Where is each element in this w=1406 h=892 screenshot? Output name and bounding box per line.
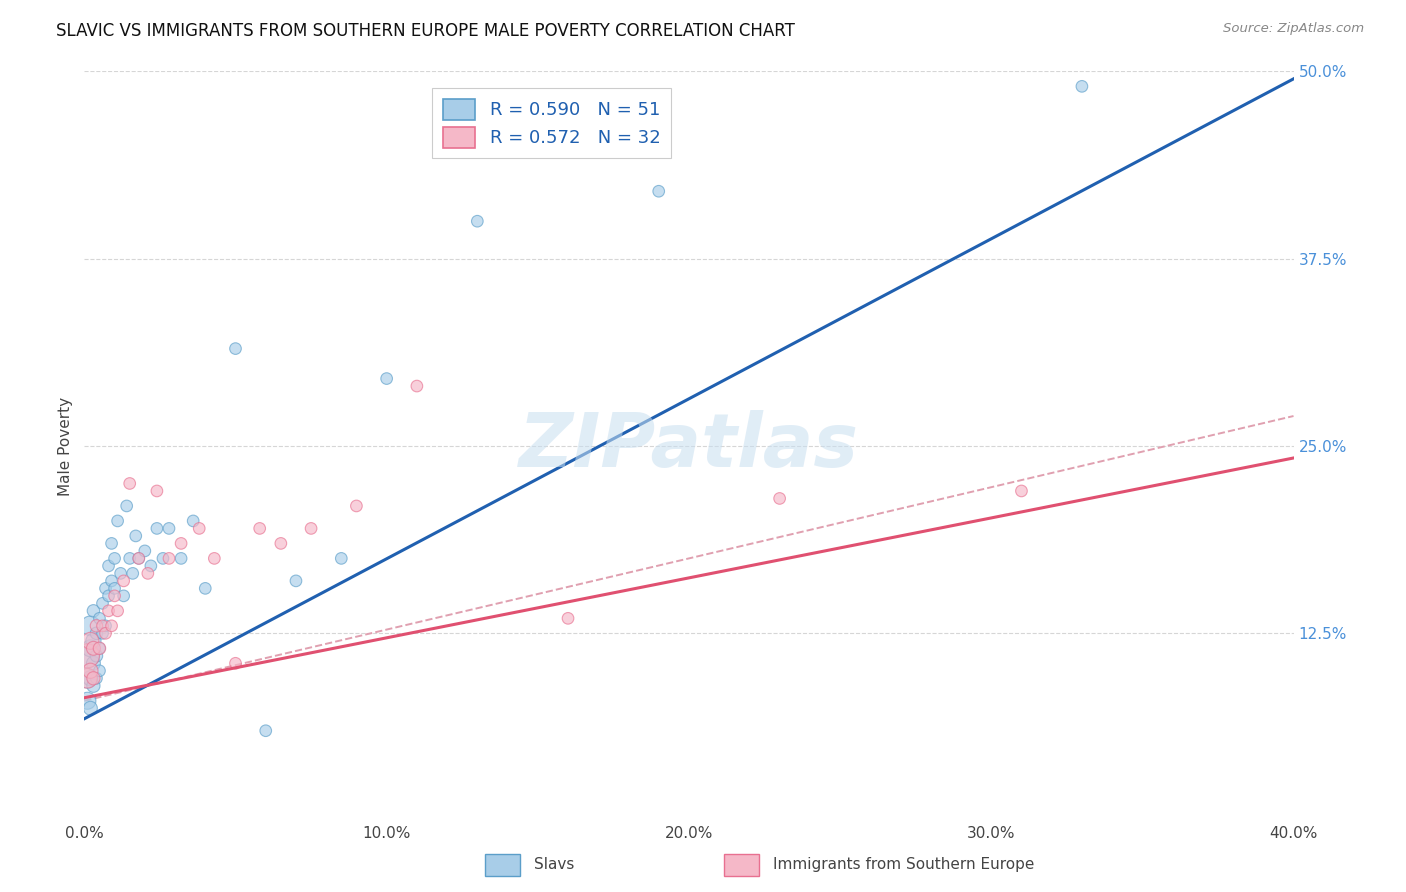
Point xyxy=(648,184,671,198)
Point xyxy=(100,574,122,588)
Point xyxy=(82,604,104,618)
Point xyxy=(270,536,292,550)
Point xyxy=(406,379,429,393)
Point xyxy=(82,633,104,648)
Point xyxy=(107,604,129,618)
Point xyxy=(112,589,135,603)
Point xyxy=(91,596,114,610)
Point xyxy=(104,589,127,603)
Point xyxy=(76,671,98,685)
Point xyxy=(346,499,368,513)
Point xyxy=(76,671,98,685)
Text: ZIPatlas: ZIPatlas xyxy=(519,409,859,483)
Point xyxy=(79,619,101,633)
Point xyxy=(202,551,225,566)
Point xyxy=(79,671,101,685)
Point xyxy=(79,664,101,678)
Point xyxy=(94,619,117,633)
Point xyxy=(769,491,792,506)
Point xyxy=(330,551,353,566)
Point xyxy=(152,551,174,566)
Point xyxy=(557,611,579,625)
Text: Slavs: Slavs xyxy=(534,857,575,872)
Point xyxy=(76,694,98,708)
Point xyxy=(79,701,101,715)
Point xyxy=(146,483,169,498)
Point xyxy=(128,551,150,566)
Point xyxy=(104,582,127,596)
Point xyxy=(121,566,143,581)
Point xyxy=(118,551,141,566)
Point xyxy=(249,521,271,535)
Point xyxy=(100,536,122,550)
Point xyxy=(97,558,120,573)
Point xyxy=(91,619,114,633)
Point xyxy=(89,611,111,625)
Point xyxy=(170,536,193,550)
Point xyxy=(125,529,148,543)
Point xyxy=(1071,79,1094,94)
Point xyxy=(115,499,138,513)
Point xyxy=(82,641,104,656)
Point xyxy=(181,514,204,528)
Point xyxy=(86,648,108,663)
Text: Immigrants from Southern Europe: Immigrants from Southern Europe xyxy=(773,857,1035,872)
Point xyxy=(146,521,169,535)
Point xyxy=(225,342,247,356)
Point xyxy=(94,582,117,596)
Point xyxy=(76,648,98,663)
Point xyxy=(157,521,180,535)
Point xyxy=(82,679,104,693)
Point xyxy=(89,641,111,656)
Point xyxy=(89,641,111,656)
Point xyxy=(134,544,156,558)
Point xyxy=(157,551,180,566)
Point xyxy=(225,657,247,671)
Point xyxy=(94,626,117,640)
Legend: R = 0.590   N = 51, R = 0.572   N = 32: R = 0.590 N = 51, R = 0.572 N = 32 xyxy=(432,88,671,159)
Point xyxy=(91,626,114,640)
Point xyxy=(107,514,129,528)
Point xyxy=(104,551,127,566)
Point xyxy=(86,671,108,685)
Point xyxy=(128,551,150,566)
Point xyxy=(110,566,132,581)
Point xyxy=(82,671,104,685)
Point xyxy=(86,619,108,633)
Point xyxy=(76,648,98,663)
Point xyxy=(79,641,101,656)
Point xyxy=(112,574,135,588)
Point xyxy=(254,723,277,738)
Text: SLAVIC VS IMMIGRANTS FROM SOUTHERN EUROPE MALE POVERTY CORRELATION CHART: SLAVIC VS IMMIGRANTS FROM SOUTHERN EUROP… xyxy=(56,22,796,40)
Point xyxy=(86,626,108,640)
Point xyxy=(194,582,217,596)
Point xyxy=(1011,483,1033,498)
Point xyxy=(299,521,322,535)
Y-axis label: Male Poverty: Male Poverty xyxy=(58,396,73,496)
Point xyxy=(170,551,193,566)
Point xyxy=(79,633,101,648)
Text: Source: ZipAtlas.com: Source: ZipAtlas.com xyxy=(1223,22,1364,36)
Point xyxy=(89,664,111,678)
Point xyxy=(139,558,162,573)
Point xyxy=(188,521,211,535)
Point xyxy=(136,566,159,581)
Point xyxy=(97,604,120,618)
Point xyxy=(375,371,398,385)
Point xyxy=(118,476,141,491)
Point xyxy=(285,574,308,588)
Point xyxy=(82,657,104,671)
Point xyxy=(100,619,122,633)
Point xyxy=(467,214,489,228)
Point xyxy=(97,589,120,603)
